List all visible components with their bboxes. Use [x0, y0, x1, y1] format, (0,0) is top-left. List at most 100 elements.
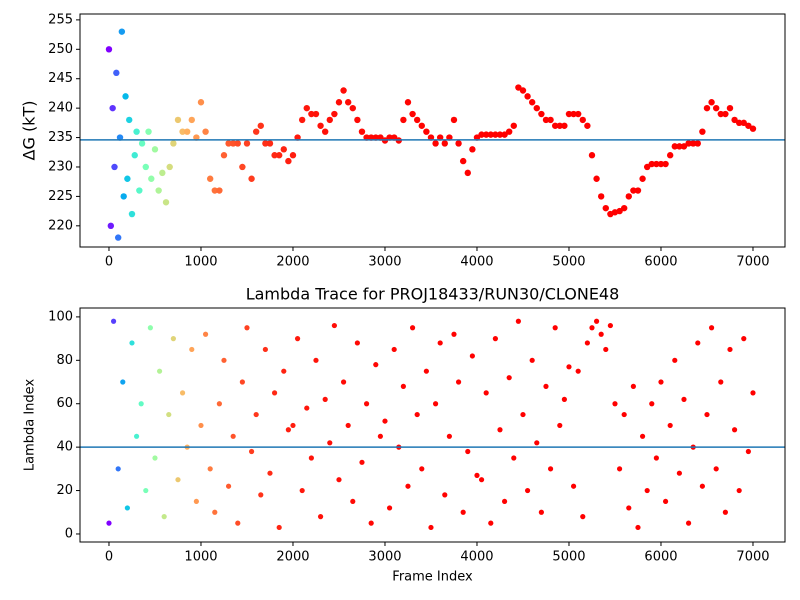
point	[335, 99, 343, 106]
point	[120, 379, 126, 385]
point	[124, 505, 130, 511]
point	[230, 433, 236, 439]
point	[124, 175, 131, 182]
point	[202, 331, 209, 337]
point	[694, 140, 701, 147]
point	[321, 128, 329, 135]
points	[106, 318, 756, 531]
point	[473, 134, 481, 141]
point	[528, 99, 536, 106]
point	[363, 134, 370, 141]
point	[271, 390, 278, 396]
y-tick-label: 250	[48, 42, 73, 57]
point	[317, 122, 324, 129]
x-tick-label: 2000	[276, 255, 309, 270]
point	[350, 498, 356, 505]
point	[511, 455, 517, 461]
point	[326, 116, 333, 124]
point	[239, 379, 245, 385]
point	[450, 116, 458, 124]
point	[133, 433, 140, 439]
point	[198, 422, 204, 429]
point	[367, 134, 375, 141]
point	[294, 134, 301, 141]
point	[519, 87, 527, 94]
point	[253, 411, 259, 418]
point	[533, 104, 540, 112]
point	[400, 116, 407, 124]
point	[749, 125, 757, 132]
point	[524, 487, 531, 494]
point	[262, 346, 268, 353]
point	[741, 336, 747, 342]
point	[482, 131, 490, 138]
point	[289, 152, 297, 159]
point	[561, 122, 568, 129]
point	[418, 122, 425, 129]
point	[483, 390, 489, 396]
point	[653, 160, 660, 168]
point	[593, 318, 600, 324]
point	[588, 152, 596, 159]
point	[166, 163, 173, 171]
point	[126, 116, 133, 124]
point	[584, 122, 591, 129]
point	[543, 383, 549, 389]
x-tick-label: 0	[105, 550, 113, 565]
point	[294, 336, 301, 342]
chart-title: Lambda Trace for PROJ18433/RUN30/CLONE48	[246, 285, 620, 304]
point	[745, 448, 751, 455]
point	[234, 140, 241, 147]
point	[685, 140, 692, 147]
point	[488, 520, 494, 526]
point	[566, 364, 572, 370]
point	[423, 368, 429, 374]
point	[534, 440, 540, 446]
point	[308, 110, 315, 118]
point	[685, 520, 692, 526]
point	[377, 134, 384, 141]
point	[322, 396, 328, 402]
point	[662, 498, 669, 505]
point	[469, 146, 476, 153]
point	[206, 175, 214, 182]
point	[451, 331, 457, 337]
point	[386, 505, 393, 511]
point	[731, 427, 738, 433]
point	[414, 411, 420, 418]
point	[658, 379, 664, 385]
y-tick-label: 60	[56, 396, 73, 411]
point	[175, 477, 181, 483]
point	[243, 140, 251, 147]
x-tick-label: 5000	[552, 550, 585, 565]
point	[703, 104, 711, 112]
point	[122, 93, 129, 100]
point	[556, 122, 563, 129]
point	[722, 509, 728, 515]
point	[207, 466, 213, 472]
point	[727, 346, 733, 353]
point	[630, 187, 637, 194]
point	[299, 487, 305, 494]
point	[602, 204, 609, 212]
y-tick-label: 245	[48, 71, 73, 86]
point	[331, 322, 337, 329]
point	[713, 466, 719, 472]
point	[131, 152, 138, 159]
point	[492, 336, 498, 342]
point	[390, 134, 398, 141]
point	[285, 427, 291, 433]
point	[115, 466, 121, 472]
point	[455, 140, 462, 147]
point	[386, 134, 393, 141]
point	[520, 411, 526, 418]
point	[699, 483, 705, 489]
point	[542, 116, 550, 124]
point	[304, 405, 310, 411]
point	[105, 46, 113, 53]
point	[419, 466, 425, 472]
point	[474, 472, 480, 478]
x-tick-label: 4000	[460, 255, 493, 270]
x-tick-label: 5000	[552, 255, 585, 270]
point	[138, 401, 144, 407]
